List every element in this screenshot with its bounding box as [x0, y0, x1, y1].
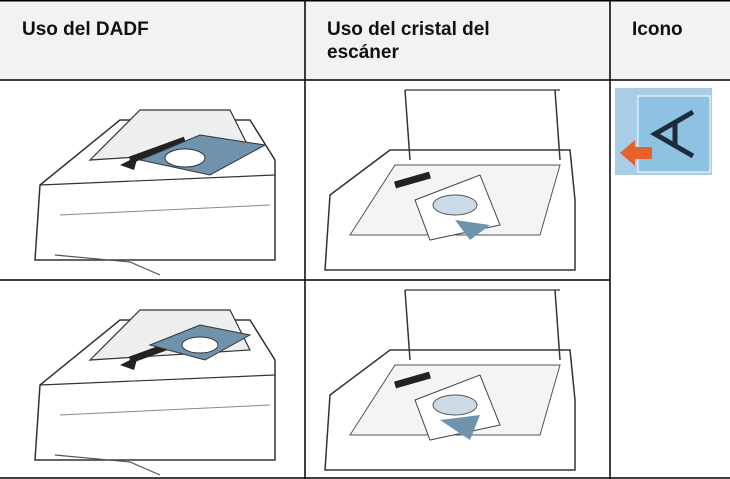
header-cell: Uso del DADF [0, 0, 305, 80]
header-cell: Uso del cristal del escáner [305, 0, 610, 80]
illustration-glass [325, 90, 575, 270]
illustration-glass [325, 290, 575, 470]
header-cell: Icono [610, 0, 730, 80]
illustration-adf [35, 110, 275, 275]
illustration-adf [35, 310, 275, 475]
icon [615, 88, 712, 175]
